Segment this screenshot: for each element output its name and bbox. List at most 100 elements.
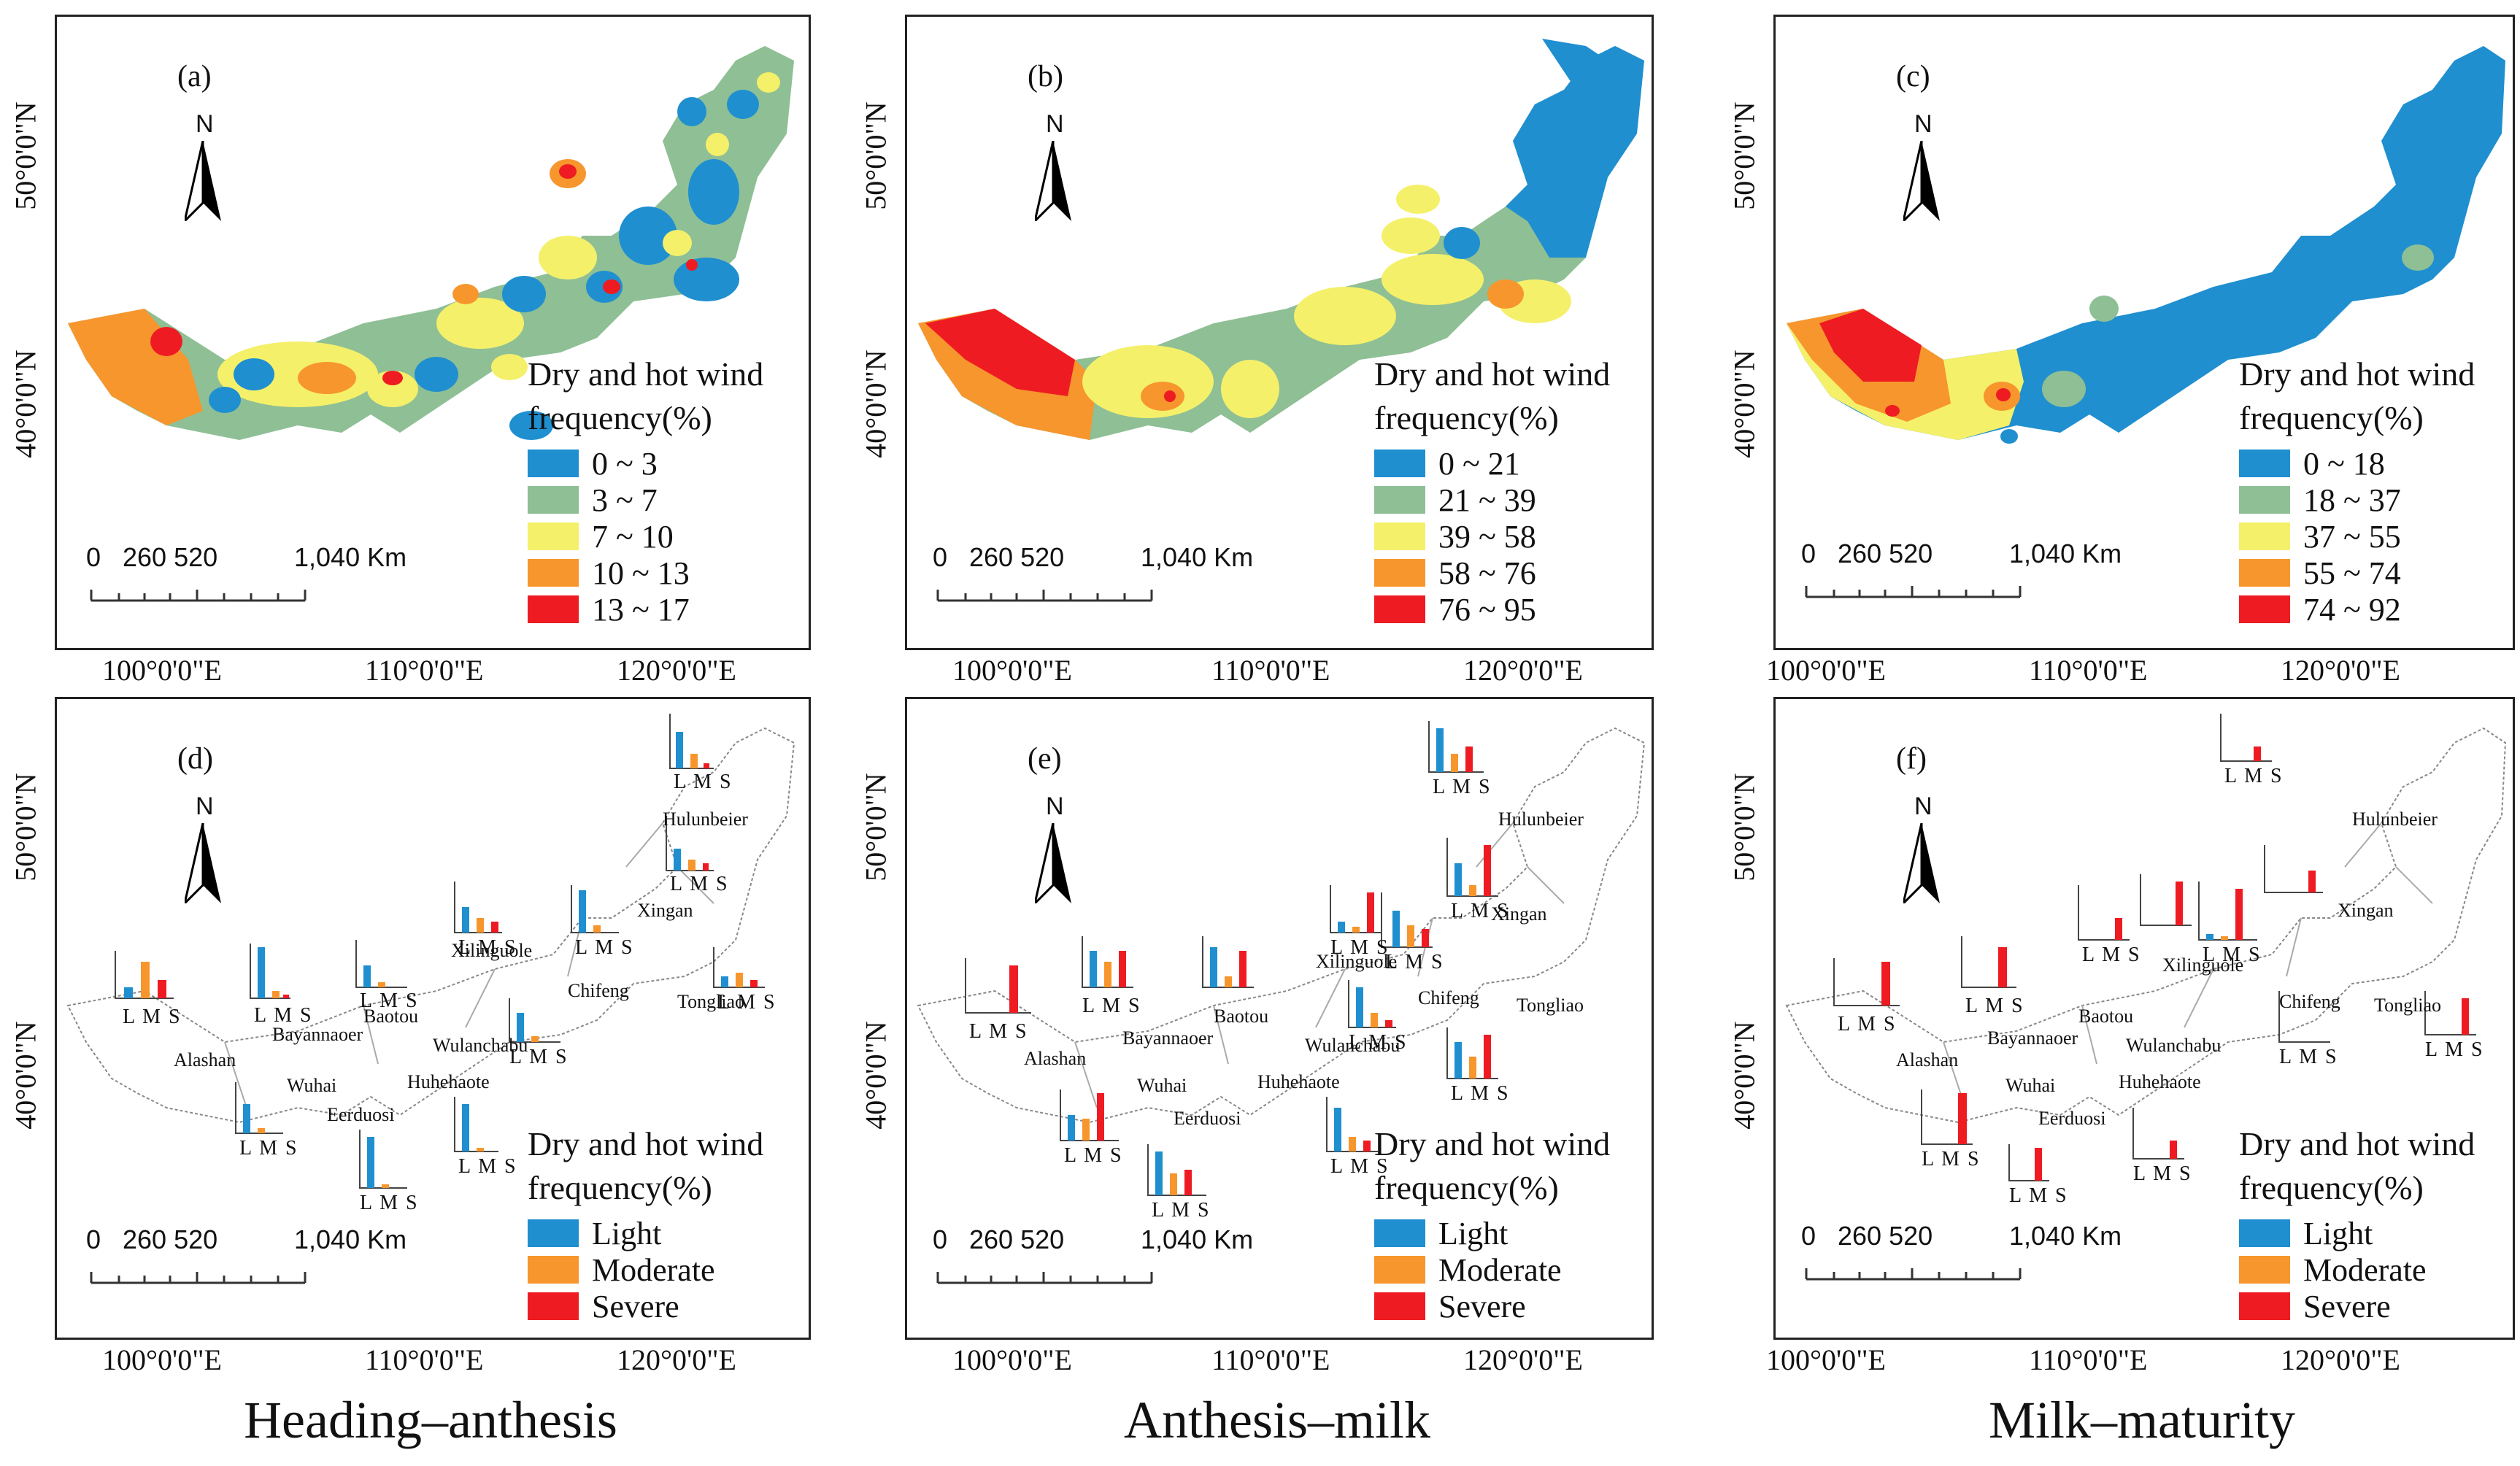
bar-cluster (1330, 885, 1382, 933)
legend-title: Dry and hot wind frequency(%) (2239, 355, 2475, 436)
panel-b: (b) N Dry and hot wind frequency(%) 0 ~ 2… (905, 15, 1654, 650)
scale-bar (1805, 1268, 2022, 1281)
lat-label: 50°0'0"N (1727, 101, 1761, 210)
legend-title: Dry and hot wind frequency(%) (528, 1125, 764, 1206)
city-label: Xilinguole (1316, 951, 1398, 972)
lms-label: L M S (458, 1155, 517, 1178)
city-label: Huhehaote (407, 1071, 490, 1092)
north-label: N (196, 110, 214, 138)
bar-cluster (454, 1097, 498, 1152)
lms-label: L M S (2133, 1162, 2192, 1185)
lon-label: 120°0'0"E (2281, 654, 2400, 687)
scale-bar (90, 1272, 307, 1284)
lon-label: 110°0'0"E (2029, 1343, 2148, 1376)
legend-item: 0 ~ 3 (528, 446, 658, 482)
lms-label: L M S (1838, 1013, 1897, 1035)
city-label: Xingan (1491, 903, 1547, 925)
lms-label: L M S (1922, 1148, 1981, 1170)
city-label: Bayannaoer (272, 1024, 363, 1045)
city-label: Hulunbeier (1498, 809, 1584, 830)
scale-end: 1,040 Km (1141, 542, 1254, 572)
bar-cluster (454, 881, 502, 933)
lms-label: L M S (1330, 936, 1390, 959)
bar-cluster (2132, 1108, 2184, 1160)
city-label: Bayannaoer (1122, 1027, 1214, 1049)
lon-label: 100°0'0"E (1766, 654, 1886, 687)
bar-cluster (2424, 991, 2476, 1035)
lon-label: 100°0'0"E (952, 1343, 1072, 1376)
north-label: N (1914, 792, 1933, 820)
panel-label: (d) (177, 742, 213, 776)
bar-cluster (669, 714, 714, 769)
lms-label: L M S (2009, 1184, 2068, 1207)
city-label: Huhehaote (1257, 1071, 1340, 1092)
legend-item: 0 ~ 18 (2239, 446, 2385, 482)
lat-label: 50°0'0"N (9, 101, 42, 210)
legend-item: 0 ~ 21 (1374, 446, 1520, 482)
bar-cluster (2278, 991, 2330, 1043)
lon-label: 110°0'0"E (365, 654, 484, 687)
bar-cluster (1921, 1089, 1973, 1145)
city-label: Alashan (174, 1049, 236, 1070)
city-label: Wulanchabu (1305, 1035, 1400, 1056)
city-label: Tongliao (677, 991, 745, 1012)
city-label: Wulanchabu (2126, 1035, 2222, 1056)
city-label: Hulunbeier (2352, 809, 2438, 830)
lms-label: L M S (717, 991, 777, 1014)
panel-label: (b) (1028, 60, 1063, 93)
scale-0: 0 (933, 1224, 948, 1254)
lms-label: L M S (2279, 1046, 2338, 1068)
north-arrow-icon (1035, 823, 1071, 903)
scale-end: 1,040 Km (2009, 1221, 2122, 1251)
city-label: Xingan (2338, 900, 2394, 921)
lms-label: L M S (969, 1020, 1028, 1043)
city-label: Eerduosi (2038, 1108, 2106, 1129)
lon-label: 120°0'0"E (1463, 1343, 1583, 1376)
city-label: Wuhai (1137, 1075, 1187, 1096)
lms-label: L M S (509, 1046, 569, 1068)
legend-item: Light (1374, 1216, 1508, 1251)
scale-0: 0 (1801, 1221, 1816, 1251)
lat-label: 40°0'0"N (9, 350, 42, 458)
lms-label: L M S (1082, 995, 1141, 1017)
legend-item: 18 ~ 37 (2239, 482, 2401, 518)
legend-title: Dry and hot wind frequency(%) (1374, 355, 1611, 436)
panel-f: (f) N Hulunbeier Xingan Xilinguole Chife… (1773, 697, 2515, 1340)
scale-mid: 260 520 (1838, 1221, 1933, 1251)
panel-d: (d) N Hulunbeier Xingan Xilinguole Chife… (55, 697, 811, 1340)
stage-caption: Anthesis–milk (1123, 1391, 1430, 1449)
bar-cluster (1060, 1089, 1119, 1141)
map-d (66, 714, 795, 1189)
north-label: N (1046, 110, 1064, 138)
lon-label: 120°0'0"E (1463, 654, 1583, 687)
city-label: Baotou (363, 1006, 419, 1027)
legend-item: 13 ~ 17 (528, 592, 690, 628)
lms-label: L M S (1385, 951, 1444, 973)
lat-label: 40°0'0"N (9, 1021, 42, 1130)
legend-item: 76 ~ 95 (1374, 592, 1536, 628)
lms-label: L M S (1152, 1199, 1211, 1222)
lms-label: L M S (360, 1192, 419, 1214)
legend-item: Light (528, 1216, 661, 1251)
legend-item: Light (2239, 1216, 2373, 1251)
bar-cluster (2264, 845, 2323, 893)
legend-item: Moderate (1374, 1252, 1562, 1288)
legend-item: 58 ~ 76 (1374, 555, 1536, 591)
lms-label: L M S (575, 936, 634, 959)
lms-label: L M S (1349, 1031, 1408, 1054)
scale-mid: 260 520 (123, 1224, 218, 1254)
lms-label: L M S (674, 771, 733, 793)
north-label: N (1046, 792, 1064, 820)
bar-cluster (1833, 958, 1900, 1006)
city-label: Tongliao (2374, 995, 2442, 1016)
legend-item: 74 ~ 92 (2239, 592, 2401, 628)
panel-label: (c) (1896, 60, 1930, 93)
lon-label: 100°0'0"E (102, 654, 222, 687)
lon-label: 110°0'0"E (1211, 1343, 1330, 1376)
bar-cluster (250, 944, 290, 999)
scale-bar (1805, 586, 2022, 598)
lms-label: L M S (2224, 765, 2284, 787)
map-b (918, 39, 1644, 440)
bar-cluster (355, 940, 407, 988)
north-arrow-icon (185, 141, 221, 221)
